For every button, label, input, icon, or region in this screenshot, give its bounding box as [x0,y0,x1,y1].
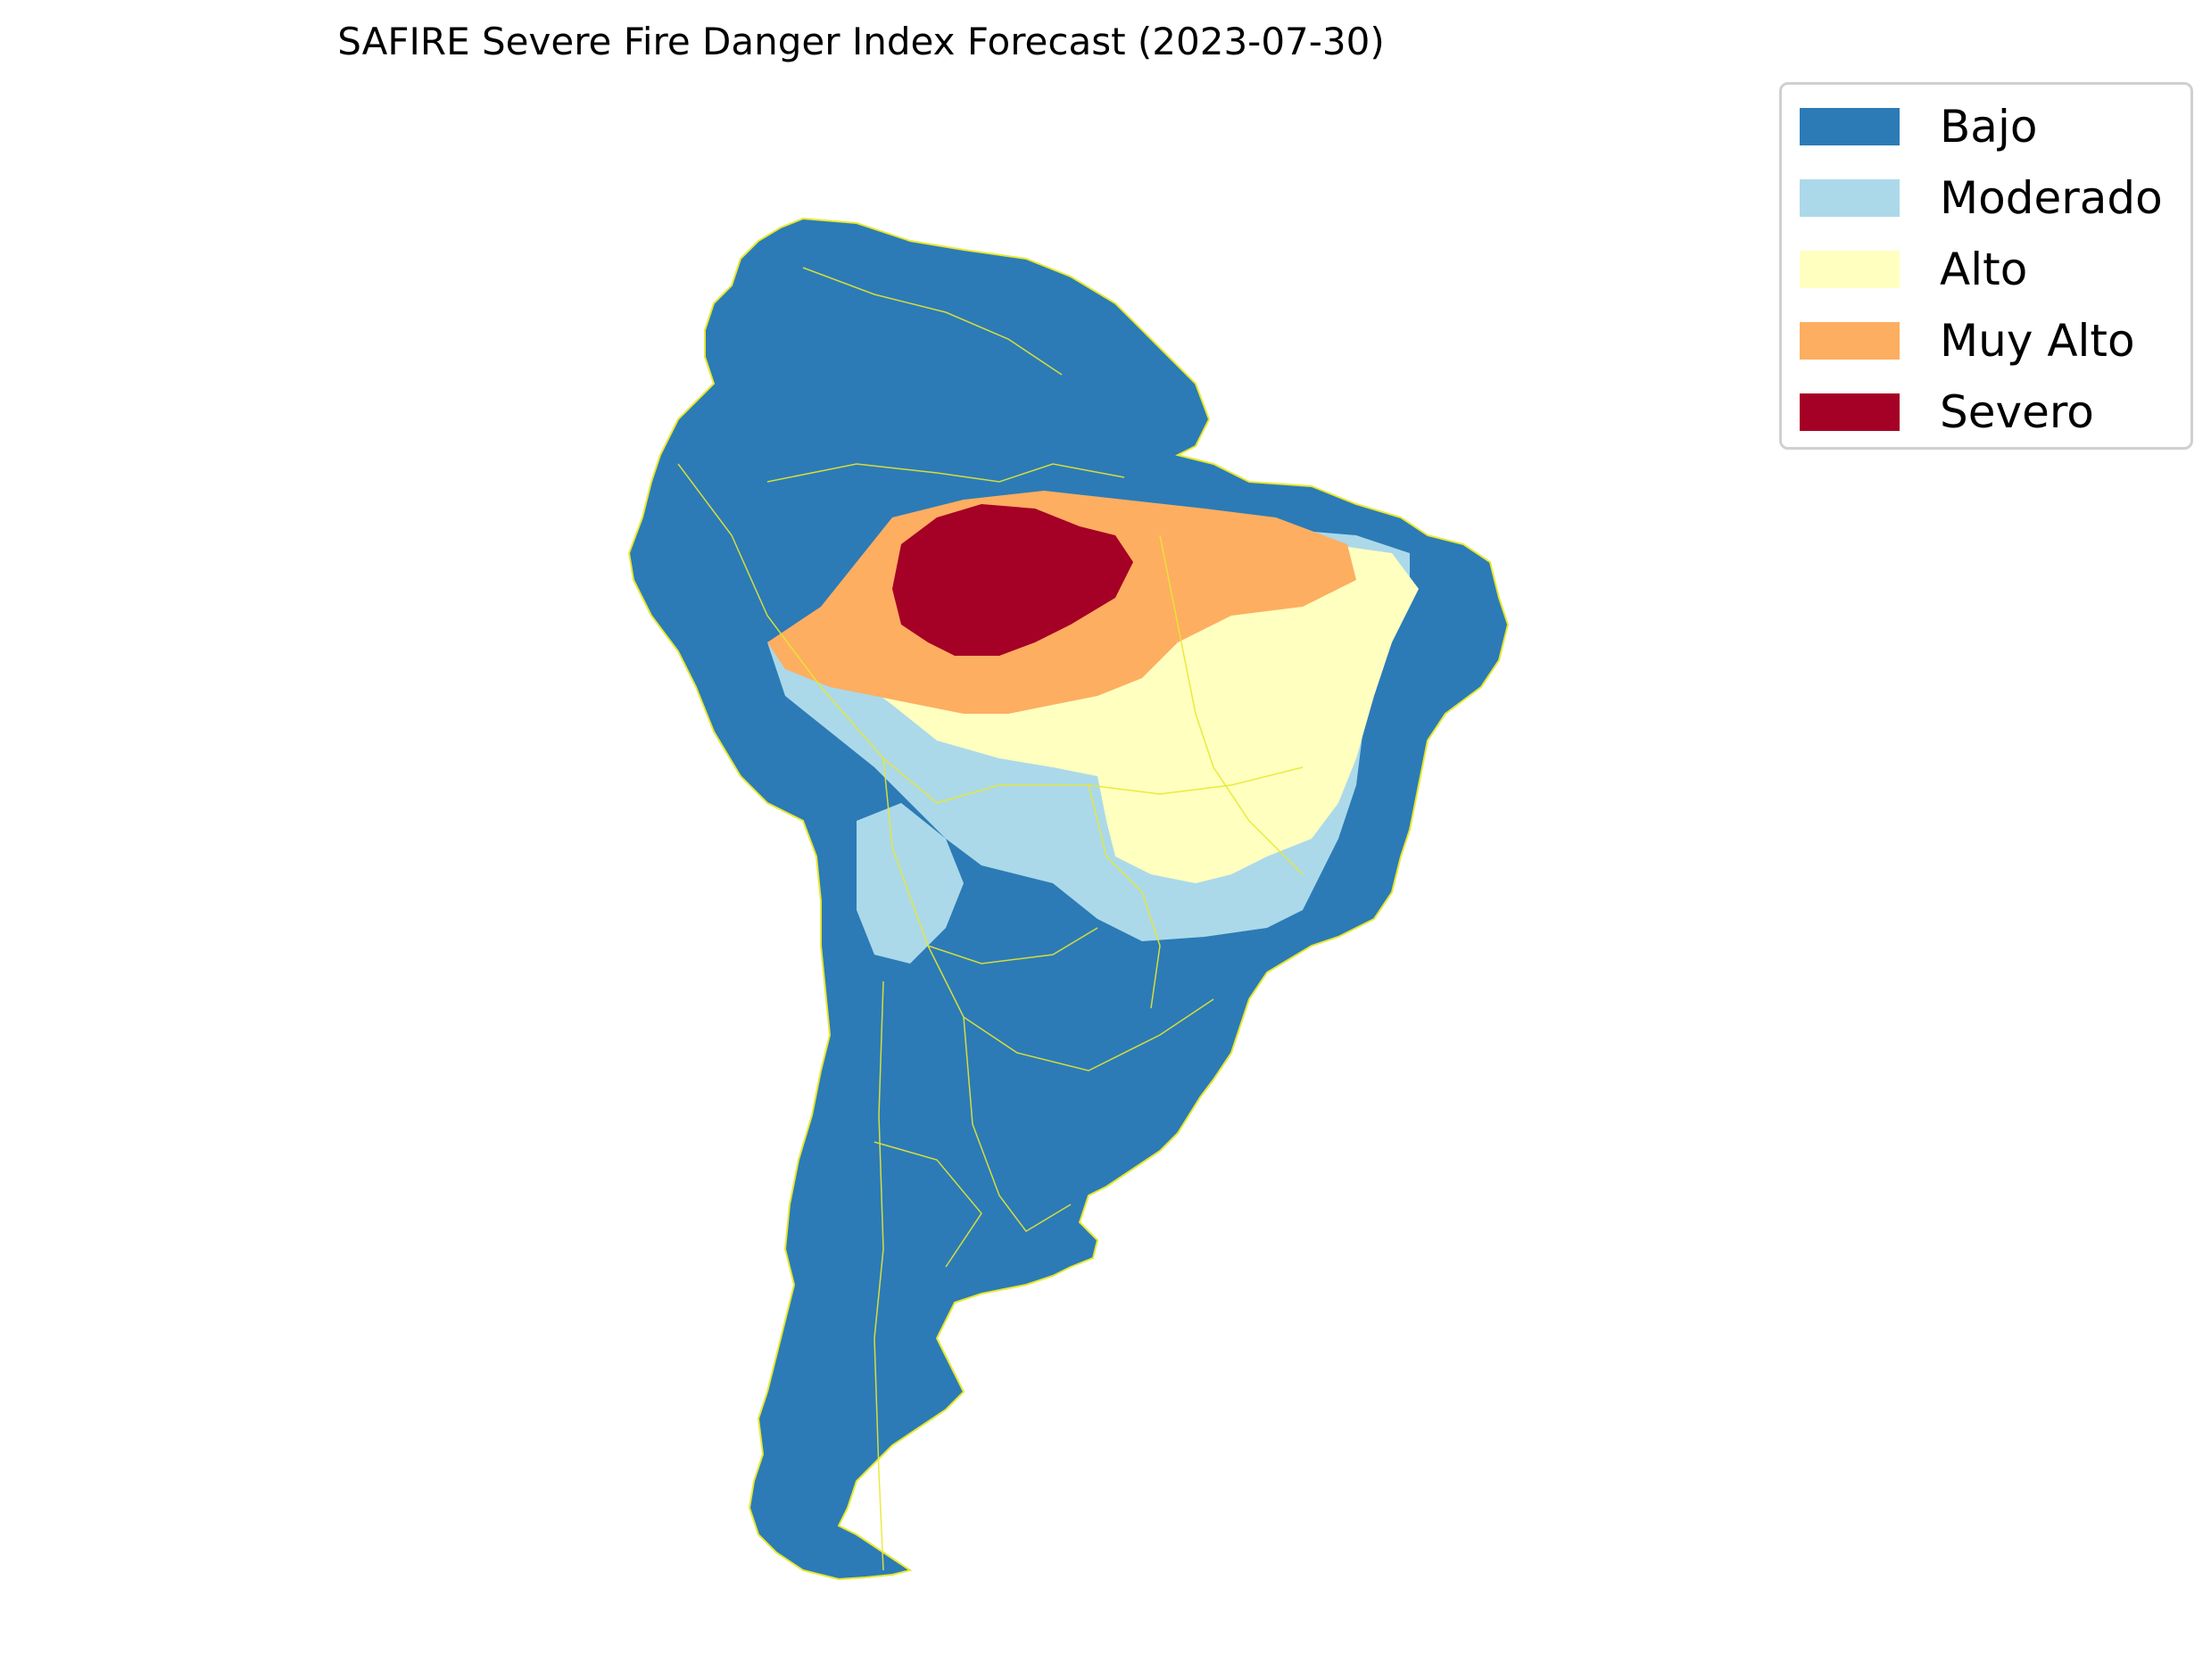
country-border [936,766,1304,804]
moderado-region [857,803,964,964]
legend-label: Bajo [1940,101,2038,153]
legend-label: Muy Alto [1940,315,2135,367]
map-title: SAFIRE Severe Fire Danger Index Forecast… [337,20,1385,63]
country-border [874,981,884,1571]
legend-swatch [1800,251,1900,288]
country-border [1159,534,1304,875]
legend-item-muy-alto: Muy Alto [1800,319,2135,363]
country-border [802,267,1063,376]
legend-item-alto: Alto [1800,247,2027,292]
legend-swatch [1800,108,1900,145]
severo-region [892,504,1133,656]
country-border [874,1141,982,1268]
country-border [1088,784,1161,1009]
legend-swatch [1800,322,1900,360]
legend-label: Alto [1940,244,2028,295]
country-border [927,945,1214,1072]
legend-item-severo: Severo [1800,390,2094,434]
legend-swatch [1800,179,1900,217]
country-border [766,463,1125,483]
legend-item-bajo: Bajo [1800,104,2037,149]
legend-label: Severo [1940,386,2094,438]
legend-item-moderado: Moderado [1800,176,2163,220]
country-border [677,463,938,804]
legend-label: Moderado [1940,172,2163,224]
country-border [882,757,1098,964]
country-border [963,1016,1072,1232]
legend-swatch [1800,393,1900,431]
fire-danger-map [628,218,1509,1580]
map-legend: Bajo Moderado Alto Muy Alto Severo [1779,82,2193,450]
